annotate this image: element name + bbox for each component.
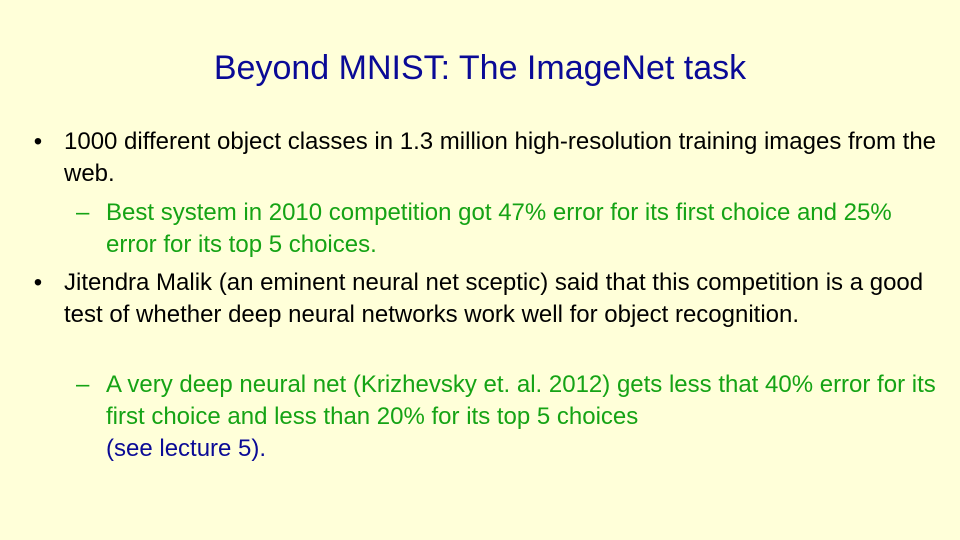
sub-bullet-marker: – (76, 199, 90, 226)
sub-bullet-item: – A very deep neural net (Krizhevsky et.… (76, 369, 936, 465)
bullet-text: Jitendra Malik (an eminent neural net sc… (64, 269, 924, 328)
bullet-marker: • (33, 128, 43, 155)
slide-title: Beyond MNIST: The ImageNet task (213, 49, 747, 87)
lecture-reference-note: (see lecture 5). (106, 435, 267, 462)
sub-bullet-text: Best system in 2010 competition got 47% … (106, 199, 892, 258)
bullet-item: • Jitendra Malik (an eminent neural net … (34, 267, 944, 331)
bullet-item: • 1000 different object classes in 1.3 m… (34, 126, 944, 190)
bullet-marker: • (33, 269, 43, 296)
sub-bullet-item: – Best system in 2010 competition got 47… (76, 197, 936, 261)
sub-bullet-text: A very deep neural net (Krizhevsky et. a… (106, 371, 936, 430)
bullet-text: 1000 different object classes in 1.3 mil… (64, 128, 937, 187)
sub-bullet-marker: – (76, 371, 90, 398)
